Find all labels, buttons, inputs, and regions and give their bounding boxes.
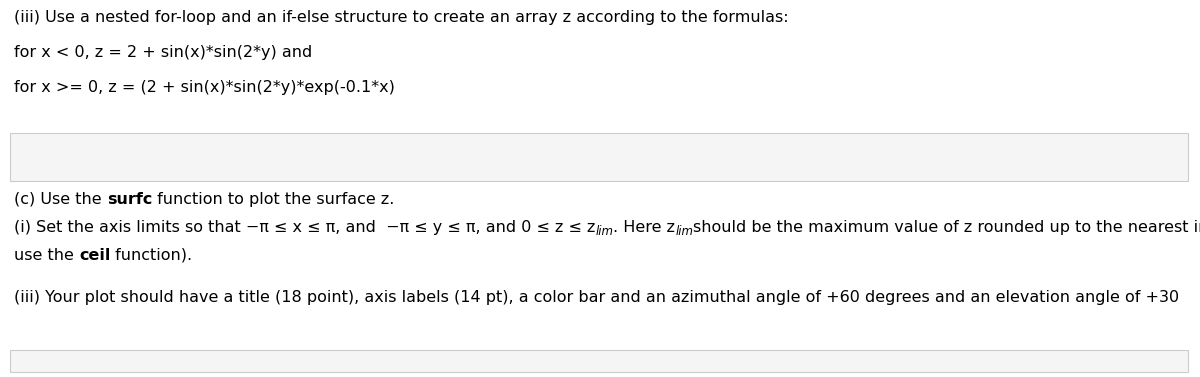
- Text: (i) Set the axis limits so that −π ≤ x ≤ π, and  −π ≤ y ≤ π, and 0 ≤ z ≤ z: (i) Set the axis limits so that −π ≤ x ≤…: [14, 220, 595, 235]
- FancyBboxPatch shape: [10, 350, 1188, 372]
- Text: (iii) Your plot should have a title (18 point), axis labels (14 pt), a color bar: (iii) Your plot should have a title (18 …: [14, 290, 1180, 305]
- Text: use the: use the: [14, 248, 79, 263]
- Text: surfc: surfc: [107, 192, 152, 207]
- Text: function).: function).: [110, 248, 192, 263]
- Text: (iii) Use a nested for-loop and an if-else structure to create an array z accord: (iii) Use a nested for-loop and an if-el…: [14, 10, 788, 25]
- FancyBboxPatch shape: [10, 133, 1188, 181]
- Text: lim: lim: [676, 225, 694, 238]
- Text: function to plot the surface z.: function to plot the surface z.: [152, 192, 395, 207]
- Text: (c) Use the: (c) Use the: [14, 192, 107, 207]
- Text: for x < 0, z = 2 + sin(x)*sin(2*y) and: for x < 0, z = 2 + sin(x)*sin(2*y) and: [14, 45, 312, 60]
- Text: for x >= 0, z = (2 + sin(x)*sin(2*y)*exp(-0.1*x): for x >= 0, z = (2 + sin(x)*sin(2*y)*exp…: [14, 80, 395, 95]
- Text: should be the maximum value of z rounded up to the nearest integer. (Hint:: should be the maximum value of z rounded…: [694, 220, 1200, 235]
- Text: ceil: ceil: [79, 248, 110, 263]
- Text: . Here z: . Here z: [613, 220, 676, 235]
- Text: lim: lim: [595, 225, 613, 238]
